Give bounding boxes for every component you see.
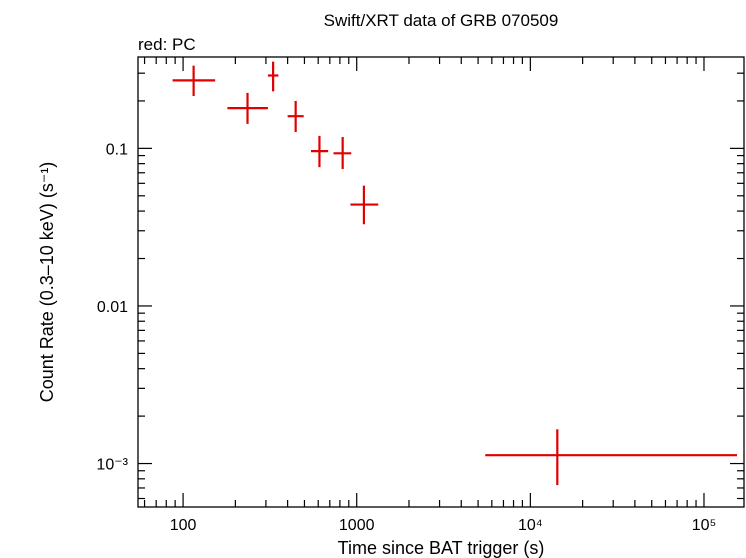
plot-border xyxy=(137,56,745,508)
data-point xyxy=(310,135,329,168)
data-point xyxy=(350,185,379,225)
x-tick-label: 1000 xyxy=(339,517,375,534)
y-tick-label: 0.01 xyxy=(97,299,128,316)
data-point xyxy=(485,429,738,486)
x-tick-label: 100 xyxy=(170,517,197,534)
data-point xyxy=(227,92,268,124)
data-point xyxy=(333,137,352,169)
chart-subtitle: red: PC xyxy=(138,35,196,54)
y-tick-label: 0.1 xyxy=(106,141,128,158)
data-point xyxy=(267,61,279,92)
data-point xyxy=(172,65,216,96)
data-series xyxy=(172,61,738,486)
chart-title: Swift/XRT data of GRB 070509 xyxy=(324,11,559,30)
y-axis: 0.1 0.01 10⁻³ xyxy=(96,72,744,500)
x-axis-label: Time since BAT trigger (s) xyxy=(338,538,545,558)
data-point xyxy=(287,100,304,133)
plot-frame xyxy=(137,56,745,508)
y-axis-label: Count Rate (0.3–10 keV) (s⁻¹) xyxy=(37,162,57,403)
x-tick-label: 10⁴ xyxy=(518,517,543,534)
x-tick-label: 10⁵ xyxy=(692,517,716,534)
y-tick-label: 10⁻³ xyxy=(96,457,128,474)
x-axis: 100 1000 10⁴ 10⁵ xyxy=(143,57,716,534)
